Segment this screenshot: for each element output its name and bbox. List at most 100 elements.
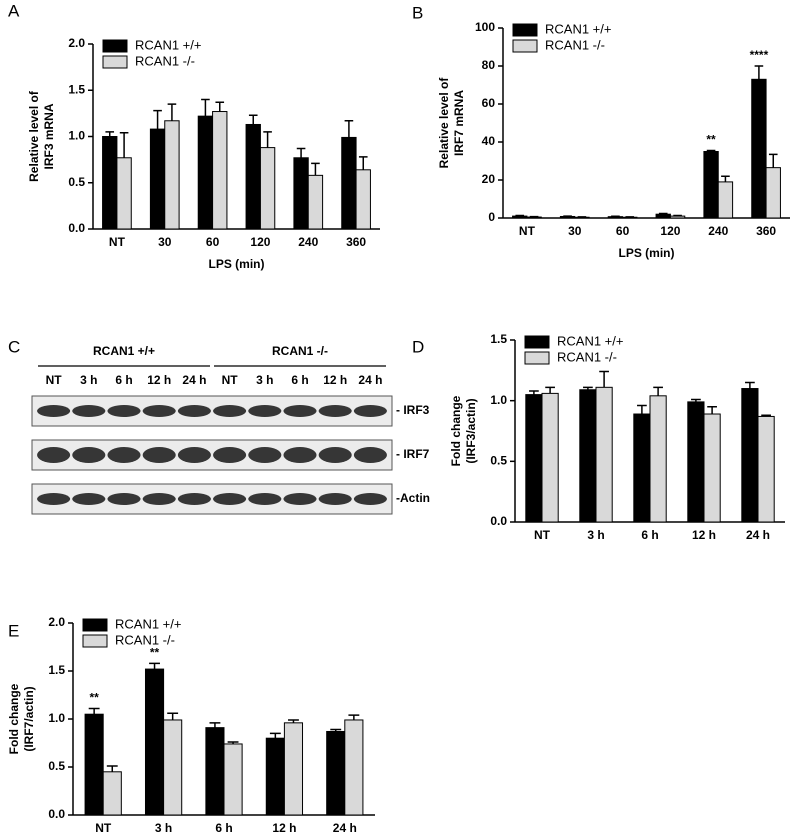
blot-band [213, 447, 247, 463]
row-label: -Actin [396, 491, 430, 505]
x-tick-label: 30 [158, 235, 172, 249]
y-tick-label: 60 [482, 96, 496, 110]
error-bar [745, 381, 755, 389]
error-bar [344, 120, 354, 138]
error-bar [119, 132, 129, 158]
bar [223, 743, 243, 816]
x-tick-label: 3 h [587, 528, 604, 542]
legend-swatch [102, 55, 128, 69]
error-bar [248, 114, 258, 125]
x-axis-label: LPS (min) [619, 246, 675, 260]
legend-swatch [524, 351, 550, 365]
bar [757, 415, 775, 523]
bar [84, 713, 104, 816]
error-bar [545, 386, 555, 394]
lane-label: 24 h [358, 373, 382, 387]
bar [197, 115, 214, 230]
y-axis-label: Relative level of [27, 90, 41, 182]
blot-band [72, 493, 106, 505]
legend-swatch [82, 618, 108, 632]
legend-label: RCAN1 -/- [115, 632, 175, 647]
panel-letter: E [8, 621, 19, 640]
blot-band [107, 405, 141, 417]
y-tick-label: 1.5 [48, 663, 65, 677]
y-tick-label: 0.5 [68, 175, 85, 189]
legend-label: RCAN1 +/+ [115, 616, 181, 631]
blot-band [283, 493, 317, 505]
bar [149, 128, 166, 230]
error-bar [673, 214, 682, 217]
annotation: ** [706, 133, 716, 147]
bar [595, 386, 613, 523]
error-bar [167, 103, 177, 121]
y-axis-label: IRF7 mRNA [452, 90, 466, 156]
bar [344, 719, 364, 816]
blot-band [318, 493, 352, 505]
legend-label: RCAN1 +/+ [557, 333, 623, 348]
y-axis-label: IRF3 mRNA [42, 103, 56, 169]
bar [655, 213, 671, 219]
error-bar [263, 131, 272, 148]
error-bar [149, 662, 160, 670]
blot-band [72, 405, 106, 417]
lane-label: 6 h [115, 373, 132, 387]
error-bar [637, 404, 647, 415]
error-bar [653, 386, 663, 396]
lane-label: 12 h [323, 373, 347, 387]
error-bar [691, 398, 701, 402]
y-axis-label: Fold change [7, 683, 21, 754]
annotation: **** [750, 48, 769, 62]
bar [765, 167, 781, 219]
blot-band [248, 405, 282, 417]
x-tick-label: 360 [346, 235, 366, 249]
bar [116, 157, 132, 230]
lane-label: 12 h [147, 373, 171, 387]
bar [649, 395, 667, 523]
y-tick-label: 0.0 [490, 514, 507, 528]
error-bar [153, 109, 162, 130]
blot-band [213, 405, 247, 417]
error-bar [227, 741, 239, 744]
blot-band [72, 447, 106, 463]
y-tick-label: 2.0 [68, 36, 85, 50]
bar [283, 722, 304, 816]
blot-band [318, 405, 352, 417]
blot-band [283, 447, 317, 463]
blot-band [248, 447, 282, 463]
x-axis-label: LPS (min) [209, 257, 265, 271]
x-tick-label: 6 h [215, 821, 232, 835]
x-tick-label: 6 h [641, 528, 658, 542]
lane-label: 6 h [291, 373, 308, 387]
legend-label: RCAN1 +/+ [135, 37, 201, 52]
error-bar [529, 390, 539, 395]
y-tick-label: 1.5 [68, 82, 85, 96]
bar [687, 401, 705, 523]
blot-band [213, 493, 247, 505]
x-tick-label: 12 h [692, 528, 716, 542]
error-bar [358, 156, 368, 170]
error-bar [706, 149, 716, 152]
legend-swatch [512, 23, 538, 37]
y-axis-label: (IRF3/actin) [464, 398, 478, 463]
bar [164, 120, 180, 230]
x-tick-label: 60 [616, 224, 630, 238]
legend-label: RCAN1 -/- [135, 53, 195, 68]
y-tick-label: 0.0 [68, 221, 85, 235]
blot-band [177, 493, 211, 505]
bar [307, 174, 324, 230]
bar [326, 730, 346, 816]
y-axis-label: (IRF7/actin) [22, 686, 36, 751]
bar [212, 111, 228, 230]
error-bar [583, 386, 593, 390]
bar [579, 389, 597, 523]
bar [205, 727, 225, 816]
legend-swatch [512, 39, 538, 53]
y-tick-label: 1.0 [490, 393, 507, 407]
blot-band [353, 447, 387, 463]
legend-label: RCAN1 -/- [557, 349, 617, 364]
y-tick-label: 100 [475, 20, 495, 34]
error-bar [288, 719, 299, 723]
error-bar [106, 765, 118, 772]
x-tick-label: 3 h [155, 821, 172, 835]
